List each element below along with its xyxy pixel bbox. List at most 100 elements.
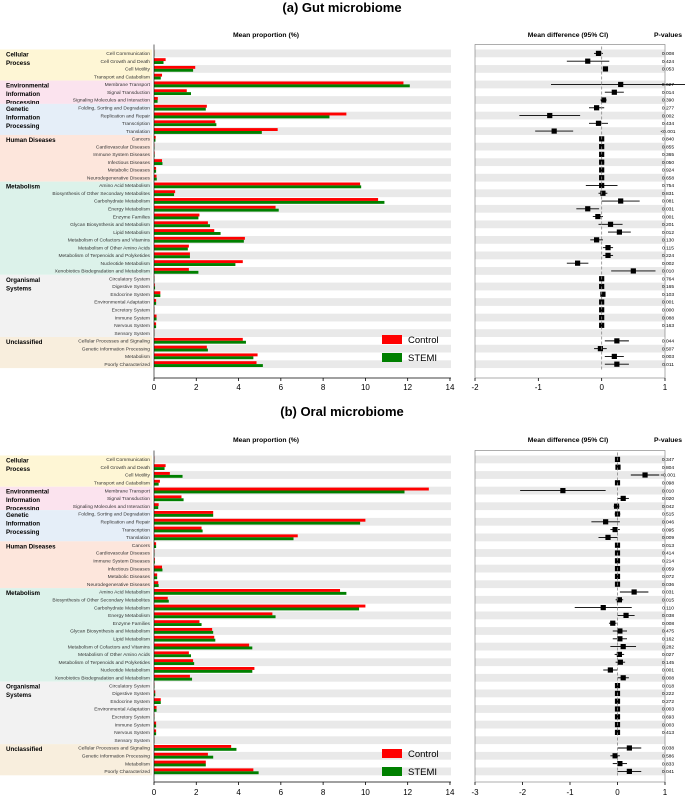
bar-stemi (154, 263, 236, 266)
row-stripe (475, 142, 665, 151)
p-value: 0.038 (662, 613, 675, 619)
row-stripe (475, 533, 665, 542)
mean-diff-point (612, 527, 618, 533)
mean-diff-point (615, 464, 621, 470)
bar-control (154, 81, 404, 85)
p-value: 0.764 (662, 276, 675, 282)
bar-control (154, 620, 200, 624)
group-band (0, 510, 152, 542)
bar-control (154, 345, 207, 349)
p-value: 0.014 (662, 90, 675, 96)
bar-control (154, 267, 189, 271)
category-label: Genetic Information Processing (82, 754, 151, 760)
group-label: Systems (6, 285, 32, 292)
mean-diff-point (599, 322, 605, 328)
category-label: Environmental Adaptation (94, 300, 150, 306)
bar-stemi (154, 677, 193, 681)
group-label: Environmental (6, 489, 49, 496)
bar-stemi (154, 490, 405, 494)
group-label: Unclassified (6, 746, 43, 753)
bar-stemi (154, 169, 157, 173)
p-value: 0.008 (662, 676, 675, 682)
mean-diff-point (599, 182, 605, 189)
bar-stemi (154, 247, 188, 251)
bar-control (154, 487, 429, 491)
row-stripe (475, 627, 665, 635)
category-label: Cell Growth and Death (101, 465, 151, 471)
mean-diff-point (599, 307, 605, 313)
bar-control (154, 573, 158, 577)
bar-control (154, 213, 200, 217)
bar-tick-label: 10 (361, 788, 370, 797)
p-value: 0.001 (662, 668, 675, 674)
p-value: 0.130 (662, 238, 675, 244)
group-label: Process (6, 60, 31, 67)
p-value: 0.098 (662, 481, 675, 487)
mean-diff-point (594, 105, 600, 111)
mean-diff-point (617, 659, 623, 665)
bar-tick-label: 8 (321, 788, 326, 797)
row-stripe (154, 267, 451, 275)
bar-control (154, 97, 158, 100)
diff-tick-label: 0 (615, 788, 620, 797)
mean-diff-point (617, 628, 623, 634)
bar-stemi (154, 747, 237, 751)
bar-stemi (154, 521, 361, 525)
bar-control (154, 565, 163, 569)
bar-control (154, 128, 278, 131)
bar-control (154, 635, 215, 639)
p-value: <0.001 (660, 473, 675, 479)
mean-diff-point (595, 50, 602, 56)
p-value: 0.027 (662, 652, 675, 658)
row-stripe (154, 282, 451, 291)
bar-stemi (154, 560, 155, 564)
bar-control (154, 205, 276, 209)
category-label: Carbohydrate Metabolism (94, 199, 150, 205)
p-value: 0.011 (662, 362, 674, 368)
category-label: Infectious Diseases (108, 566, 151, 572)
mean-diff-point (617, 636, 623, 642)
diff-tick-label: -1 (566, 788, 574, 797)
bar-control (154, 581, 159, 585)
bar-tick-label: 0 (152, 383, 157, 392)
category-label: Replication and Repair (101, 520, 151, 526)
bar-stemi (154, 92, 191, 96)
diff-axis-title: Mean difference (95% CI) (528, 32, 608, 39)
bar-stemi (154, 356, 254, 360)
bar-tick-label: 10 (361, 383, 370, 392)
bar-control (154, 542, 157, 546)
category-label: Sensory System (114, 331, 150, 337)
bar-control (154, 511, 214, 514)
p-value: 0.001 (662, 214, 675, 220)
bar-control (154, 104, 207, 108)
bar-control (154, 667, 255, 670)
bar-stemi (154, 638, 216, 642)
row-stripe (154, 173, 451, 182)
p-value: 0.424 (662, 59, 675, 65)
diff-tick-label: 1 (663, 788, 668, 797)
group-label: Unclassified (6, 339, 43, 346)
row-stripe (154, 471, 451, 479)
bar-control (154, 729, 157, 733)
row-stripe (475, 65, 665, 73)
category-label: Immune System Diseases (93, 152, 150, 158)
category-label: Energy Metabolism (108, 613, 150, 619)
group-band (0, 49, 152, 81)
mean-diff-point (617, 761, 623, 767)
category-label: Immune System Diseases (93, 559, 150, 565)
mean-diff-point (630, 268, 636, 274)
row-stripe (154, 580, 451, 589)
category-label: Metabolism of Terpenoids and Polyketides (58, 253, 150, 259)
bar-stemi (154, 513, 214, 517)
p-value: 0.059 (662, 566, 675, 572)
category-label: Neurodegenerative Diseases (87, 582, 151, 588)
row-stripe (154, 549, 451, 557)
category-label: Amino Acid Metabolism (99, 183, 150, 189)
bar-stemi (154, 185, 362, 189)
row-stripe (154, 642, 451, 651)
category-label: Cardiovascular Diseases (96, 551, 151, 557)
p-value: 0.507 (662, 346, 675, 352)
group-label: Genetic (6, 106, 29, 113)
p-value: 0.586 (662, 754, 675, 760)
